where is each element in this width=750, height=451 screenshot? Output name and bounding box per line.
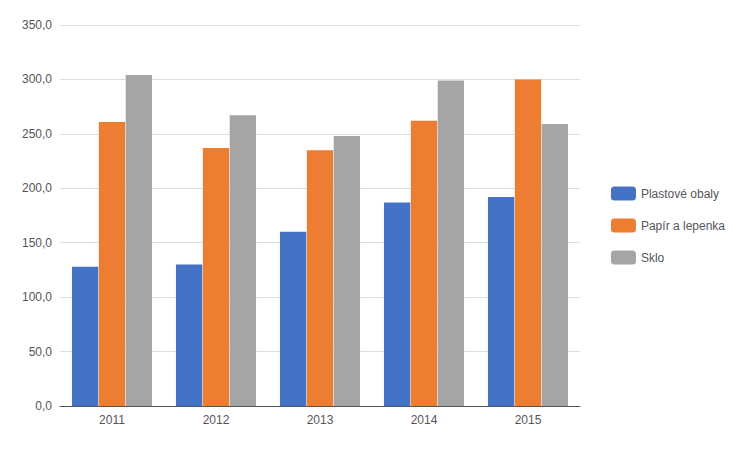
svg-text:Sklo: Sklo [641, 251, 665, 265]
svg-text:0,0: 0,0 [35, 399, 52, 413]
svg-text:50,0: 50,0 [29, 345, 53, 359]
svg-text:150,0: 150,0 [22, 236, 52, 250]
svg-text:Plastové obaly: Plastové obaly [641, 187, 719, 201]
svg-text:2015: 2015 [515, 413, 542, 427]
svg-text:250,0: 250,0 [22, 127, 52, 141]
svg-text:300,0: 300,0 [22, 72, 52, 86]
svg-text:100,0: 100,0 [22, 290, 52, 304]
svg-text:2014: 2014 [411, 413, 438, 427]
svg-text:2013: 2013 [307, 413, 334, 427]
svg-text:Papír a lepenka: Papír a lepenka [641, 219, 725, 233]
svg-text:2012: 2012 [203, 413, 230, 427]
svg-text:350,0: 350,0 [22, 18, 52, 32]
svg-text:200,0: 200,0 [22, 181, 52, 195]
svg-text:2011: 2011 [99, 413, 125, 427]
